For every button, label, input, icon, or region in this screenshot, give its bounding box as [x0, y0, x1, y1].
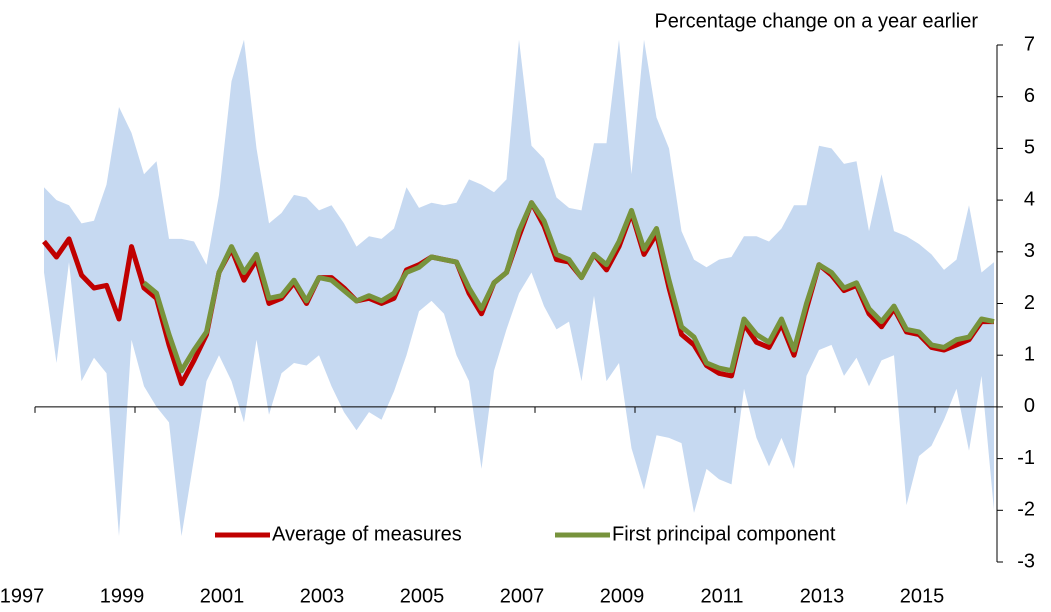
y-tick-label: -3: [1017, 550, 1035, 572]
x-tick-label: 2011: [700, 585, 743, 607]
x-tick-label: 2003: [300, 585, 345, 607]
y-tick-label: 5: [1024, 137, 1035, 159]
y-tick-label: 6: [1024, 85, 1035, 107]
y-tick-label: 0: [1024, 395, 1035, 417]
y-tick-label: 2: [1024, 292, 1035, 314]
x-tick-label: 2007: [500, 585, 545, 607]
legend-label: First principal component: [612, 523, 836, 545]
y-tick-label: 7: [1024, 33, 1035, 55]
legend-label: Average of measures: [272, 523, 462, 545]
y-tick-label: 4: [1024, 188, 1035, 210]
x-tick-label: 2009: [600, 585, 645, 607]
y-axis-label: Percentage change on a year earlier: [654, 10, 978, 32]
x-tick-label: 2015: [900, 585, 945, 607]
x-tick-label: 2005: [400, 585, 445, 607]
x-tick-label: 2001: [200, 585, 245, 607]
x-tick-label: 1999: [100, 585, 145, 607]
x-tick-label: 1997: [0, 585, 44, 607]
y-tick-label: 1: [1024, 343, 1035, 365]
y-tick-label: -1: [1017, 447, 1035, 469]
x-tick-label: 2013: [800, 585, 845, 607]
range-band: [44, 39, 994, 537]
series-line: [142, 200, 995, 374]
y-tick-label: 3: [1024, 240, 1035, 262]
y-tick-label: -2: [1017, 499, 1035, 521]
